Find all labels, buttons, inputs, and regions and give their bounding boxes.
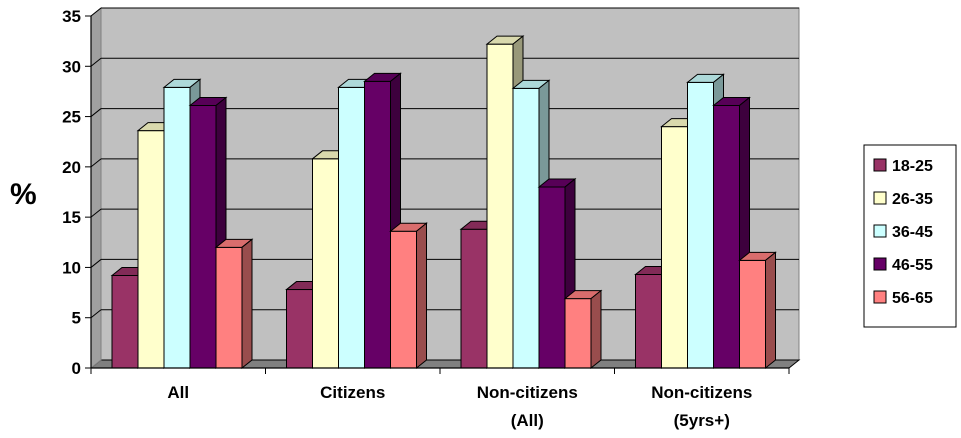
bar-front xyxy=(390,230,417,369)
legend-label: 36-45 xyxy=(892,224,933,241)
x-category-label: Citizens xyxy=(320,383,385,402)
legend-swatch xyxy=(873,224,887,238)
legend-swatch xyxy=(873,257,887,271)
bar-front xyxy=(635,273,662,369)
axes xyxy=(85,15,790,374)
gridline-diagonal xyxy=(90,57,102,67)
bar-front xyxy=(286,289,313,369)
bar-front xyxy=(460,228,488,369)
bar-front xyxy=(538,186,566,369)
bar xyxy=(563,289,603,370)
y-tick-label: 35 xyxy=(62,7,81,26)
legend-swatch xyxy=(873,290,887,304)
x-category-label: (All) xyxy=(511,411,544,430)
bar-front xyxy=(687,81,714,369)
bar xyxy=(738,251,777,370)
bar-front xyxy=(486,43,514,369)
bar-front xyxy=(512,87,540,369)
bar-front xyxy=(189,105,217,369)
bar-front xyxy=(312,158,339,369)
bar-side xyxy=(590,289,602,370)
x-axis-categories: All Citizens Non-citizens (All) Non-citizens… xyxy=(167,383,752,430)
legend: 18-25 26-35 36-45 46-55 56-65 xyxy=(863,144,957,328)
x-category-label: (5yrs+) xyxy=(674,411,730,430)
bar-front xyxy=(661,126,688,369)
x-category-label: All xyxy=(167,383,189,402)
bar-front xyxy=(564,298,592,369)
bar-front xyxy=(215,246,243,369)
bar-side xyxy=(765,251,776,370)
bar xyxy=(214,238,254,370)
bar-front xyxy=(364,80,391,369)
gridline-diagonal xyxy=(90,158,102,168)
bar-front xyxy=(739,259,766,369)
bar-side xyxy=(241,238,253,370)
x-category-label: Non-citizens xyxy=(651,383,752,402)
gridline-diagonal xyxy=(90,108,102,117)
bar-front xyxy=(111,274,139,369)
x-category-label: Non-citizens xyxy=(477,383,578,402)
y-tick-label: 5 xyxy=(72,309,81,328)
y-tick-label: 20 xyxy=(62,158,81,177)
bar-front xyxy=(137,130,165,369)
bars xyxy=(110,35,777,370)
gridline-diagonal xyxy=(90,259,102,268)
y-axis-label: % xyxy=(10,178,37,211)
legend-label: 56-65 xyxy=(892,290,933,307)
gridline-diagonal xyxy=(90,208,102,218)
bar xyxy=(389,222,428,370)
bar-front xyxy=(163,86,191,369)
legend-swatch xyxy=(873,191,887,205)
y-tick-label: 0 xyxy=(72,359,81,378)
bar-front xyxy=(713,105,740,369)
y-tick-label: 30 xyxy=(62,57,81,76)
legend-label: 26-35 xyxy=(892,191,933,208)
y-axis-ticks: 0 5 10 15 20 25 30 35 xyxy=(62,7,81,378)
y-tick-label: 10 xyxy=(62,258,81,277)
legend-label: 18-25 xyxy=(892,158,933,175)
legend-swatch xyxy=(873,158,887,172)
y-tick-label: 25 xyxy=(62,108,81,127)
gridline-diagonal xyxy=(90,7,102,17)
y-tick-label: 15 xyxy=(62,208,81,227)
bar-front xyxy=(338,86,365,369)
legend-label: 46-55 xyxy=(892,257,933,274)
gridline-diagonal xyxy=(90,309,102,319)
bar-side xyxy=(416,222,427,370)
